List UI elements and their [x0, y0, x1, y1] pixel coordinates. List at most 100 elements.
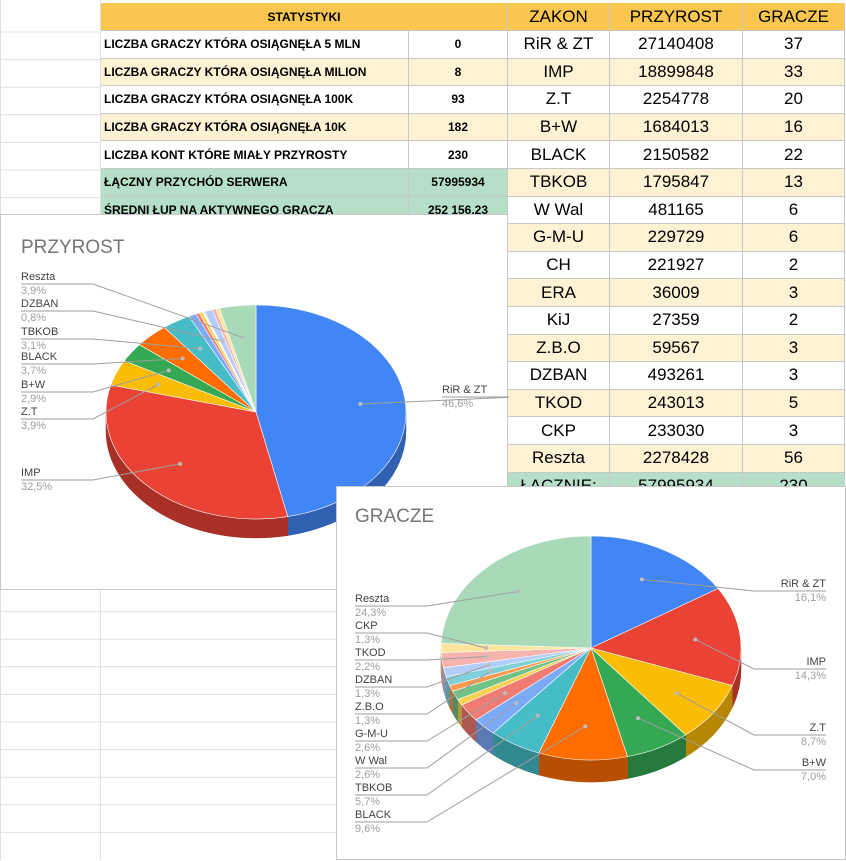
zakon-cell[interactable]: 2254778 — [610, 86, 743, 114]
zakon-header-cell[interactable]: ZAKON — [508, 3, 610, 31]
zakon-cell[interactable]: 481165 — [610, 197, 743, 225]
zakon-cell[interactable]: 6 — [743, 197, 845, 225]
zakon-cell[interactable]: RiR & ZT — [508, 31, 610, 59]
stat-value[interactable]: 57995934 — [409, 169, 508, 197]
slice-label: BLACK — [21, 351, 58, 363]
zakon-cell[interactable]: 36009 — [610, 279, 743, 307]
chart-title: GRACZE — [355, 506, 434, 527]
slice-percent: 9,6% — [355, 823, 380, 835]
zakon-cell[interactable]: 233030 — [610, 417, 743, 445]
chart-title: PRZYROST — [21, 237, 125, 258]
zakon-cell[interactable]: 3 — [743, 362, 845, 390]
stats-header[interactable]: STATYSTYKI — [101, 3, 508, 31]
slice-label: Z.T — [810, 722, 827, 734]
zakon-cell[interactable]: CH — [508, 252, 610, 280]
slice-percent: 1,3% — [355, 688, 380, 700]
zakon-cell[interactable]: 22 — [743, 141, 845, 169]
zakon-cell[interactable]: Z.B.O — [508, 335, 610, 363]
slice-label: Z.T — [21, 406, 38, 418]
stat-label[interactable]: LICZBA GRACZY KTÓRA OSIĄGNĘŁA 5 MLN — [101, 31, 409, 59]
zakon-cell[interactable]: G-M-U — [508, 224, 610, 252]
slice-percent: 2,6% — [355, 742, 380, 754]
slice-label: RiR & ZT — [781, 578, 827, 590]
zakon-cell[interactable]: 27359 — [610, 307, 743, 335]
slice-percent: 5,7% — [355, 796, 380, 808]
zakon-cell[interactable]: 1795847 — [610, 169, 743, 197]
slice-label: W Wal — [355, 755, 387, 767]
zakon-cell[interactable]: 2150582 — [610, 141, 743, 169]
zakon-cell[interactable]: 27140408 — [610, 31, 743, 59]
zakon-cell[interactable]: 56 — [743, 445, 845, 473]
slice-percent: 2,9% — [21, 393, 46, 405]
zakon-cell[interactable]: TBKOB — [508, 169, 610, 197]
slice-percent: 24,3% — [355, 607, 386, 619]
slice-percent: 7,0% — [801, 771, 826, 783]
zakon-cell[interactable]: 59567 — [610, 335, 743, 363]
slice-label: TBKOB — [21, 326, 58, 338]
slice-label: BLACK — [355, 809, 392, 821]
zakon-cell[interactable]: 33 — [743, 59, 845, 87]
slice-label: B+W — [21, 379, 46, 391]
zakon-header-cell[interactable]: PRZYROST — [610, 3, 743, 31]
slice-percent: 0,8% — [21, 312, 46, 324]
zakon-cell[interactable]: 3 — [743, 417, 845, 445]
stat-label[interactable]: ŁĄCZNY PRZYCHÓD SERWERA — [101, 169, 409, 197]
zakon-cell[interactable]: 221927 — [610, 252, 743, 280]
slice-percent: 14,3% — [795, 670, 826, 682]
zakon-cell[interactable]: 1684013 — [610, 114, 743, 142]
slice-percent: 16,1% — [795, 592, 826, 604]
zakon-cell[interactable]: 2 — [743, 252, 845, 280]
zakon-cell[interactable]: Z.T — [508, 86, 610, 114]
zakon-cell[interactable]: 5 — [743, 390, 845, 418]
stat-value[interactable]: 0 — [409, 31, 508, 59]
zakon-cell[interactable]: IMP — [508, 59, 610, 87]
slice-label: Reszta — [21, 271, 56, 283]
zakon-cell[interactable]: Reszta — [508, 445, 610, 473]
zakon-cell[interactable]: CKP — [508, 417, 610, 445]
slice-label: B+W — [802, 757, 827, 769]
zakon-cell[interactable]: B+W — [508, 114, 610, 142]
zakon-cell[interactable]: 3 — [743, 279, 845, 307]
zakon-cell[interactable]: W Wal — [508, 197, 610, 225]
chart-gracze-svg: GRACZE RiR & ZT 16,1% IMP 14,3% Z.T 8,7% B+W 7,0… — [337, 487, 846, 861]
zakon-cell[interactable]: DZBAN — [508, 362, 610, 390]
stat-value[interactable]: 8 — [409, 59, 508, 87]
stat-value[interactable]: 182 — [409, 114, 508, 142]
zakon-cell[interactable]: 6 — [743, 224, 845, 252]
slice-label: IMP — [21, 467, 41, 479]
slice-label: Reszta — [355, 593, 390, 605]
zakon-cell[interactable]: BLACK — [508, 141, 610, 169]
slice-percent: 3,7% — [21, 365, 46, 377]
zakon-cell[interactable]: 243013 — [610, 390, 743, 418]
zakon-cell[interactable]: TKOD — [508, 390, 610, 418]
zakon-header-cell[interactable]: GRACZE — [743, 3, 845, 31]
stat-label[interactable]: LICZBA GRACZY KTÓRA OSIĄGNĘŁA 100K — [101, 86, 409, 114]
zakon-cell[interactable]: ERA — [508, 279, 610, 307]
slice-percent: 3,9% — [21, 420, 46, 432]
chart-gracze[interactable]: GRACZE RiR & ZT 16,1% IMP 14,3% Z.T 8,7% B+W 7,0… — [336, 486, 846, 860]
stat-label[interactable]: LICZBA GRACZY KTÓRA OSIĄGNĘŁA MILION — [101, 59, 409, 87]
slice-percent: 3,1% — [21, 340, 46, 352]
slice-label: Z.B.O — [355, 701, 384, 713]
zakon-cell[interactable]: 229729 — [610, 224, 743, 252]
zakon-cell[interactable]: 2278428 — [610, 445, 743, 473]
stat-label[interactable]: LICZBA GRACZY KTÓRA OSIĄGNĘŁA 10K — [101, 114, 409, 142]
slice-percent: 3,9% — [21, 285, 46, 297]
zakon-cell[interactable]: 20 — [743, 86, 845, 114]
zakon-cell[interactable]: 37 — [743, 31, 845, 59]
zakon-cell[interactable]: 2 — [743, 307, 845, 335]
zakon-cell[interactable]: 18899848 — [610, 59, 743, 87]
slice-percent: 8,7% — [801, 736, 826, 748]
zakon-cell[interactable]: 3 — [743, 335, 845, 363]
slice-label: DZBAN — [355, 674, 392, 686]
zakon-cell[interactable]: 13 — [743, 169, 845, 197]
slice-percent: 2,6% — [355, 769, 380, 781]
stat-value[interactable]: 93 — [409, 86, 508, 114]
slice-label: IMP — [806, 656, 826, 668]
stat-label[interactable]: LICZBA KONT KTÓRE MIAŁY PRZYROSTY — [101, 141, 409, 169]
zakon-cell[interactable]: 493261 — [610, 362, 743, 390]
slice-label: CKP — [355, 620, 378, 632]
zakon-cell[interactable]: 16 — [743, 114, 845, 142]
zakon-cell[interactable]: KiJ — [508, 307, 610, 335]
stat-value[interactable]: 230 — [409, 141, 508, 169]
